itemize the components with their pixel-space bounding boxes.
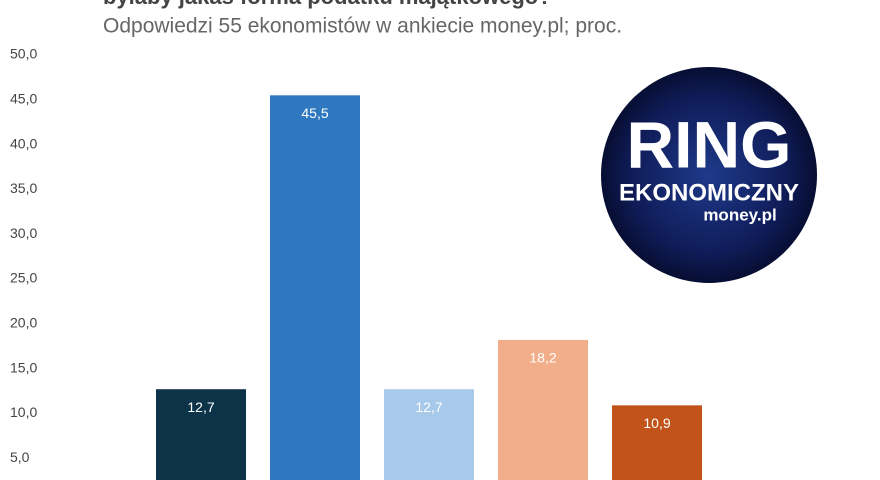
- chart-subtitle: Odpowiedzi 55 ekonomistów w ankiecie mon…: [103, 15, 622, 38]
- y-tick-label: 40,0: [10, 135, 37, 151]
- y-tick-label: 10,0: [10, 404, 37, 420]
- y-tick-label: 45,0: [10, 91, 37, 107]
- bar: [384, 389, 474, 480]
- value-label: 18,2: [529, 350, 556, 366]
- y-tick-label: 15,0: [10, 359, 37, 375]
- y-tick-label: 20,0: [10, 315, 37, 331]
- logo-brand: money.pl: [703, 205, 776, 224]
- logo: RING EKONOMICZNY money.pl: [601, 67, 817, 283]
- value-label: 12,7: [187, 399, 214, 415]
- bar: [612, 405, 702, 480]
- logo-subtitle: EKONOMICZNY: [619, 179, 799, 206]
- logo-title: RING: [627, 107, 792, 181]
- chart-title: byłaby jakaś forma podatku majątkowego?: [103, 0, 552, 9]
- value-label: 10,9: [643, 415, 670, 431]
- value-label: 12,7: [415, 399, 442, 415]
- y-tick-label: 30,0: [10, 225, 37, 241]
- logo-circle: [601, 67, 817, 283]
- bar: [270, 95, 360, 480]
- bar: [498, 339, 588, 480]
- y-tick-label: 50,0: [10, 46, 37, 62]
- bar: [156, 389, 246, 480]
- y-tick-label: 5,0: [10, 449, 30, 465]
- y-tick-label: 25,0: [10, 270, 37, 286]
- y-tick-label: 35,0: [10, 180, 37, 196]
- value-label: 45,5: [301, 105, 328, 121]
